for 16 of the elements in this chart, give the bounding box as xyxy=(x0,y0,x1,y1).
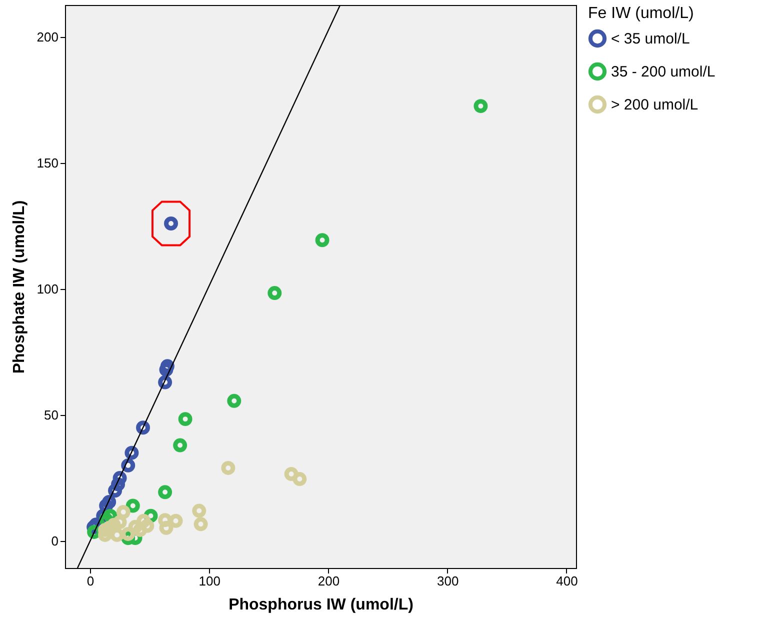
x-tick-label: 300 xyxy=(437,574,459,588)
x-tick-label: 0 xyxy=(86,574,94,588)
y-tick-label: 0 xyxy=(51,534,58,549)
legend-label: > 200 umol/L xyxy=(611,96,698,114)
legend-label: < 35 umol/L xyxy=(611,30,690,48)
x-tick-label: 200 xyxy=(318,574,340,588)
y-axis-title: Phosphate IW (umol/L) xyxy=(10,200,28,374)
x-axis-title: Phosphorus IW (umol/L) xyxy=(228,596,414,614)
y-tick-label: 200 xyxy=(36,30,58,45)
y-tick-label: 100 xyxy=(36,282,58,297)
x-tick-label: 100 xyxy=(198,574,220,588)
legend-title: Fe IW (umol/L) xyxy=(588,5,694,22)
x-tick-label: 400 xyxy=(556,574,578,588)
y-tick-label: 50 xyxy=(44,408,58,423)
legend-label: 35 - 200 umol/L xyxy=(611,64,716,80)
y-tick-label: 150 xyxy=(36,156,58,171)
